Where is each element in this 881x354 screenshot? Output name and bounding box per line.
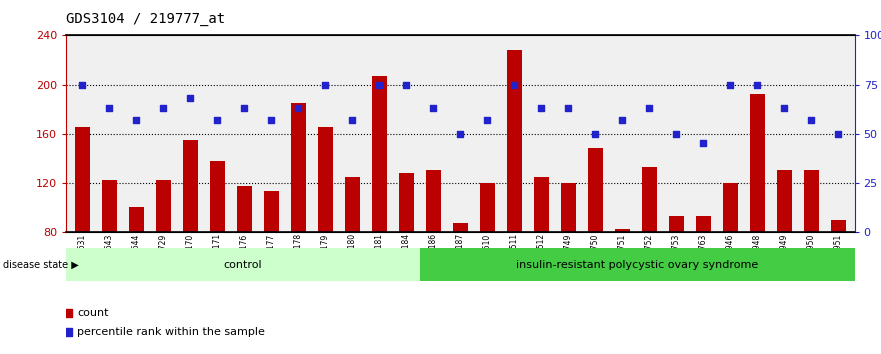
Point (642, 105, 656, 111)
Bar (66, 248, 419, 281)
Text: count: count (78, 308, 108, 318)
Text: disease state ▶: disease state ▶ (3, 259, 78, 270)
Bar (318, 127, 333, 232)
Bar (264, 192, 278, 232)
Text: control: control (224, 259, 263, 270)
Point (102, 105, 116, 111)
Point (751, 82, 765, 87)
Bar (669, 216, 684, 232)
Point (345, 117, 359, 123)
Point (804, 117, 818, 123)
Point (75, 82, 89, 87)
Bar (777, 171, 792, 232)
Bar (561, 183, 576, 232)
Point (211, 117, 225, 123)
Bar (507, 50, 522, 232)
Point (300, 78, 314, 84)
Point (373, 82, 387, 87)
Point (156, 105, 170, 111)
Point (534, 105, 548, 111)
Point (723, 82, 737, 87)
Point (561, 105, 575, 111)
Point (507, 82, 522, 87)
Bar (129, 207, 144, 232)
Point (696, 141, 710, 146)
Bar (156, 180, 171, 232)
Bar (344, 177, 359, 232)
Point (670, 131, 684, 136)
Bar (480, 183, 495, 232)
Point (237, 105, 251, 111)
Text: GDS3104 / 219777_at: GDS3104 / 219777_at (66, 12, 226, 27)
Bar (642, 167, 656, 232)
Point (777, 105, 791, 111)
Text: percentile rank within the sample: percentile rank within the sample (78, 327, 265, 337)
Point (426, 105, 440, 111)
Point (264, 117, 278, 123)
Bar (750, 94, 765, 232)
Bar (588, 148, 603, 232)
Point (292, 105, 306, 111)
Point (453, 131, 467, 136)
Bar (210, 161, 225, 232)
Point (318, 82, 332, 87)
Point (300, 249, 314, 254)
Bar (183, 140, 197, 232)
Bar (615, 229, 630, 232)
Point (183, 96, 197, 101)
Bar (534, 177, 549, 232)
Text: insulin-resistant polycystic ovary syndrome: insulin-resistant polycystic ovary syndr… (516, 259, 759, 270)
Bar (75, 127, 90, 232)
Point (399, 82, 413, 87)
Bar (804, 171, 818, 232)
Bar (102, 180, 116, 232)
Bar (831, 219, 846, 232)
Bar (291, 103, 306, 232)
Bar (419, 248, 855, 281)
Bar (723, 183, 737, 232)
Bar (426, 171, 440, 232)
Point (832, 131, 846, 136)
Bar (399, 173, 414, 232)
Bar (696, 216, 711, 232)
Point (615, 117, 629, 123)
Bar (453, 223, 468, 232)
Bar (372, 76, 387, 232)
Point (130, 117, 144, 123)
Bar (237, 187, 252, 232)
Point (589, 131, 603, 136)
Point (480, 117, 494, 123)
